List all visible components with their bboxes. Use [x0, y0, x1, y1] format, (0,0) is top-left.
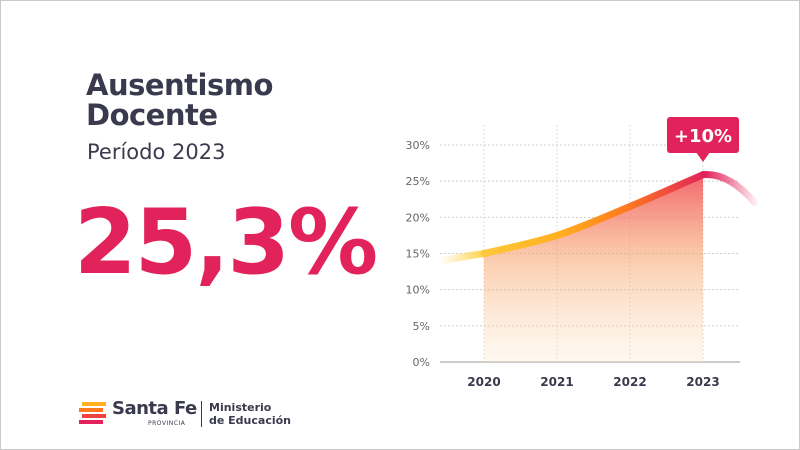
brand-province: PROVINCIA: [148, 420, 186, 427]
brand-name: Santa Fe: [112, 398, 197, 419]
ministry-name: Ministerio de Educación: [209, 401, 291, 427]
page-title: Ausentismo Docente: [86, 70, 273, 130]
page-subtitle: Período 2023: [87, 140, 226, 164]
ministry-line-2: de Educación: [209, 414, 292, 427]
x-tick-label: 2022: [613, 375, 646, 389]
x-axis-labels: 2020 2021 2022 2023: [467, 375, 719, 389]
x-tick-label: 2021: [540, 375, 573, 389]
footer-divider: [201, 401, 202, 427]
title-line-1: Ausentismo: [86, 68, 273, 102]
y-tick-label: 20%: [406, 211, 430, 224]
title-line-2: Docente: [86, 98, 218, 132]
y-tick-label: 5%: [413, 320, 430, 333]
y-tick-label: 30%: [406, 139, 430, 152]
y-tick-label: 25%: [406, 175, 430, 188]
annotation-label: +10%: [674, 126, 732, 147]
x-tick-label: 2020: [467, 375, 500, 389]
x-tick-label: 2023: [686, 375, 719, 389]
curve-lead-in: [436, 250, 488, 265]
santa-fe-logo-icon: [79, 402, 106, 424]
y-tick-label: 10%: [406, 284, 430, 297]
area-fill: [484, 174, 703, 362]
headline-value: 25,3%: [74, 190, 378, 295]
y-tick-label: 15%: [406, 248, 430, 261]
y-tick-label: 0%: [413, 356, 430, 369]
ministry-line-1: Ministerio: [209, 401, 272, 414]
annotation-box: [667, 117, 739, 153]
y-axis-labels: 0% 5% 10% 15% 20% 25% 30%: [406, 139, 430, 369]
annotation-pointer: [696, 152, 710, 162]
series-line: [480, 171, 707, 257]
annotation-callout: +10%: [667, 117, 739, 162]
curve-tail: [699, 171, 759, 207]
